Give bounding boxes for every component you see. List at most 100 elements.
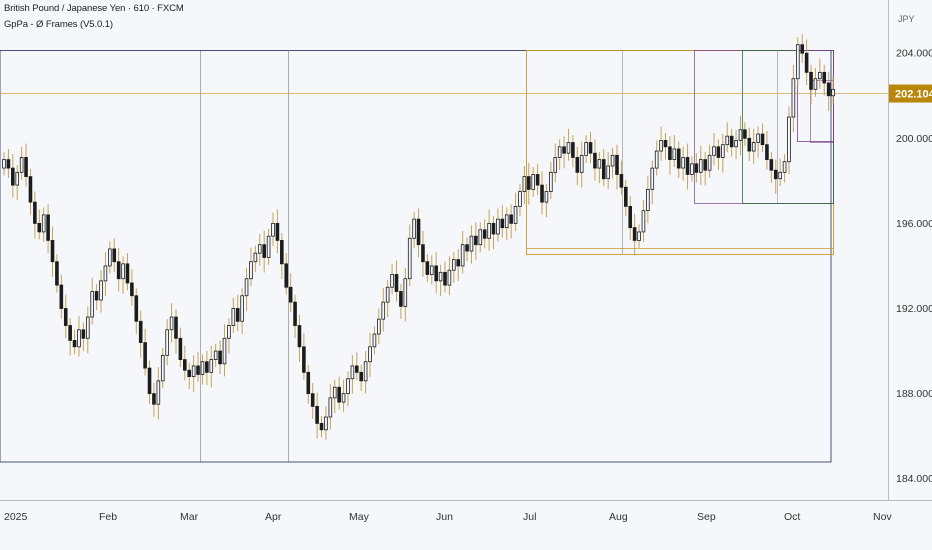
candle-body xyxy=(800,44,805,54)
candle-body xyxy=(416,218,421,246)
indicator-label[interactable]: GpPa - Ø Frames (V5.0.1) xyxy=(4,19,113,30)
candle-body xyxy=(818,71,822,80)
candle-body xyxy=(601,159,606,180)
candle-body xyxy=(143,342,147,369)
candle-body xyxy=(319,423,324,431)
candle-body xyxy=(209,359,214,373)
candle-body xyxy=(328,397,333,418)
candle-body xyxy=(297,325,302,348)
candle-body xyxy=(791,78,796,118)
candle-body xyxy=(280,240,284,265)
last-price-badge xyxy=(889,84,932,103)
x-tick-label: Jun xyxy=(436,511,453,523)
candle-body xyxy=(218,350,222,365)
candle-body xyxy=(403,278,408,307)
candle-body xyxy=(421,244,425,263)
candle-body xyxy=(663,140,668,148)
candle-body xyxy=(213,350,218,360)
x-tick-label: Apr xyxy=(265,511,282,523)
candle-body xyxy=(99,280,103,301)
candle-body xyxy=(698,159,703,173)
candle-body xyxy=(324,416,328,431)
candle-body xyxy=(156,380,161,405)
candle-body xyxy=(571,142,575,158)
candle-body xyxy=(566,142,571,154)
candle-body xyxy=(615,154,619,175)
candle-body xyxy=(37,223,42,233)
candle-body xyxy=(756,133,760,143)
candle-body xyxy=(130,282,134,297)
candle-body xyxy=(637,231,641,241)
candle-body xyxy=(469,235,474,252)
candle-body xyxy=(491,223,496,235)
candle-body xyxy=(121,263,125,280)
candle-body xyxy=(474,235,478,246)
candle-body xyxy=(826,82,831,97)
candle-body xyxy=(19,157,24,173)
candle-body xyxy=(288,286,293,303)
candle-body xyxy=(160,354,165,382)
candle-body xyxy=(315,405,319,424)
candle-body xyxy=(632,227,637,241)
candle-body xyxy=(271,223,275,237)
candle-body xyxy=(377,318,381,335)
x-tick-label: May xyxy=(349,511,370,523)
candle-body xyxy=(165,329,169,356)
candle-body xyxy=(531,174,535,190)
candle-body xyxy=(275,223,280,241)
candle-body xyxy=(152,393,156,405)
candle-body xyxy=(116,261,121,280)
candle-body xyxy=(438,271,443,282)
candle-body xyxy=(134,295,139,322)
candle-body xyxy=(624,186,628,207)
candle-body xyxy=(63,308,68,326)
candle-body xyxy=(725,135,730,146)
x-tick-label: Aug xyxy=(609,511,628,523)
candle-body xyxy=(721,144,725,158)
candle-body xyxy=(685,157,690,175)
candle-body xyxy=(747,137,752,152)
candle-body xyxy=(24,157,28,177)
candle-body xyxy=(399,291,403,307)
candle-body xyxy=(447,269,452,286)
candle-body xyxy=(518,191,522,207)
candle-body xyxy=(28,176,33,203)
candle-body xyxy=(15,171,20,186)
candles xyxy=(2,34,835,440)
candle-body xyxy=(90,291,95,318)
candle-body xyxy=(496,218,500,235)
candle-body xyxy=(429,265,434,275)
candle-body xyxy=(81,329,86,339)
candle-body xyxy=(257,244,262,254)
candle-body xyxy=(59,284,64,309)
candle-body xyxy=(138,320,143,343)
y-tick-label: 184.000 xyxy=(896,473,932,485)
chart-title[interactable]: British Pound / Japanese Yen · 610 · FXC… xyxy=(4,3,184,14)
candle-body xyxy=(579,154,584,173)
candle-body xyxy=(332,386,337,399)
x-tick-label: Mar xyxy=(180,511,199,523)
candle-body xyxy=(284,263,289,288)
candle-body xyxy=(522,176,527,192)
candle-body xyxy=(11,167,15,186)
candle-body xyxy=(650,167,655,190)
candle-body xyxy=(231,308,236,326)
last-price-label: 202.104 xyxy=(895,89,932,101)
candle-body xyxy=(452,259,456,271)
candle-body xyxy=(412,218,416,239)
candle-body xyxy=(787,116,791,163)
candle-body xyxy=(478,229,483,246)
candle-body xyxy=(773,169,778,180)
currency-label[interactable]: JPY xyxy=(898,14,915,24)
candle-body xyxy=(822,71,827,84)
candle-body xyxy=(509,214,513,224)
candle-body xyxy=(227,325,231,339)
candle-body xyxy=(500,218,505,229)
candle-body xyxy=(310,393,315,407)
candle-body xyxy=(196,365,200,375)
candle-body xyxy=(588,142,593,154)
x-tick-label: Jul xyxy=(523,511,536,523)
candle-body xyxy=(703,159,707,171)
